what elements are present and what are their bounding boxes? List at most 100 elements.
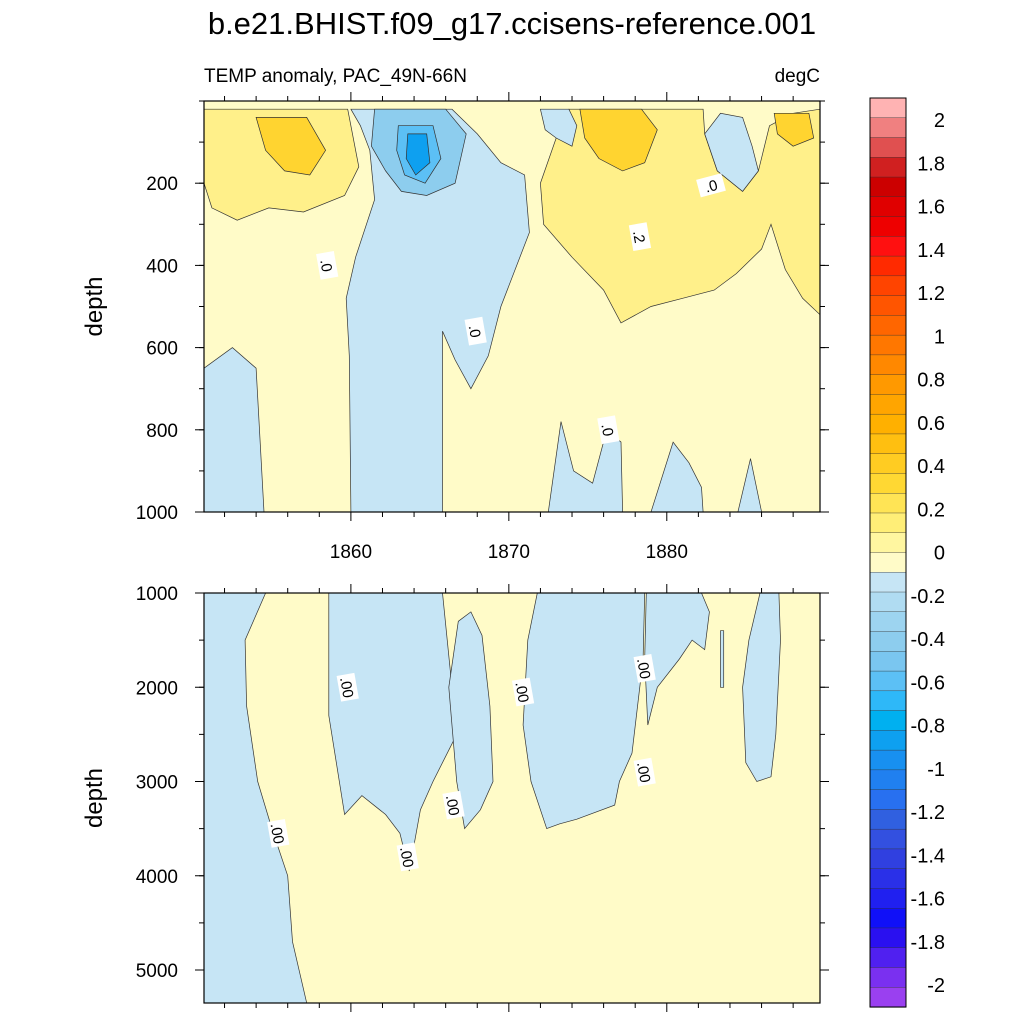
colorbar-swatch: [869, 394, 907, 415]
colorbar-label: 0: [934, 543, 945, 565]
colorbar-swatch: [869, 730, 907, 751]
y-tick-label: 200: [146, 174, 178, 195]
contour-cold-central: [345, 108, 530, 512]
colorbar-swatch: [869, 789, 907, 810]
contour-label-bg: [464, 316, 487, 346]
contour-label-bg: [267, 818, 290, 848]
colorbar-swatch: [869, 473, 907, 494]
colorbar-label: -2: [927, 975, 945, 997]
colorbar-swatch: [869, 690, 907, 712]
x-tick-label: 1860: [330, 542, 372, 563]
y-tick-label: 600: [146, 339, 178, 360]
colorbar-swatch: [869, 315, 907, 336]
contour-cold-surface-east: [539, 108, 578, 147]
contour-label-bg: [633, 654, 656, 683]
y-tick-label: 3000: [136, 773, 178, 794]
colorbar-swatch: [869, 710, 907, 731]
colorbar-swatch: [869, 908, 907, 929]
colorbar-swatch: [869, 749, 907, 771]
colorbar-swatch: [869, 947, 907, 969]
contour-label-text: .00: [267, 822, 287, 845]
colorbar-label: -0.2: [911, 586, 945, 608]
colorbar-swatch: [869, 374, 907, 396]
contour-label: .00: [442, 790, 465, 820]
contour-label-bg: [633, 757, 656, 787]
contour-label: .00: [267, 818, 290, 848]
y-tick-label: 5000: [136, 961, 178, 982]
colorbar-swatch: [869, 413, 907, 435]
contour-cold-core-central-core-3: [405, 133, 431, 176]
contour-label-bg: [396, 842, 419, 872]
colorbar-swatch: [869, 552, 907, 573]
x-tick-label: 1880: [646, 542, 688, 563]
colorbar-swatch: [869, 670, 907, 692]
colorbar-swatch: [869, 354, 907, 376]
colorbar-swatch: [869, 176, 907, 198]
chart-subtitle-right: degC: [775, 66, 820, 87]
contour-label: .00: [396, 842, 419, 872]
contour-label-text: .00: [633, 657, 653, 680]
colorbar-swatch: [869, 157, 907, 178]
contour-cold-deep-east-2: [650, 441, 704, 512]
colorbar-swatch: [869, 97, 907, 119]
colorbar-swatch: [869, 196, 907, 218]
colorbar-label: -1.6: [911, 889, 945, 911]
colorbar-frame: [869, 97, 907, 1008]
colorbar-swatch: [869, 255, 907, 277]
colorbar-swatch: [869, 275, 907, 297]
colorbar-swatch: [869, 334, 907, 356]
colorbar-label: 0.6: [917, 413, 945, 435]
colorbar-swatch: [869, 493, 907, 514]
y-axis-label: depth: [81, 276, 108, 336]
y-tick-label: 400: [146, 256, 178, 277]
x-tick-label: 1870: [488, 542, 530, 563]
contour-label-bg: [336, 672, 359, 702]
contour-fill-base: [204, 593, 820, 1003]
contour-label-text: .2: [629, 229, 648, 244]
y-tick-label: 1000: [136, 503, 178, 524]
colorbar-label: 1.6: [917, 197, 945, 219]
colorbar-label: -0.4: [911, 629, 945, 651]
colorbar-swatch: [869, 216, 907, 237]
colorbar: 2 1.8 1.6 1.4 1.2 1 0.8 0.6 0.4 0.2 0 -0.2 -0.4 -0.6 -…: [869, 97, 945, 1008]
colorbar-swatch: [869, 117, 907, 139]
colorbar-label: -1.2: [911, 802, 945, 824]
contour-label: .0: [316, 251, 339, 280]
contour-warm-core-east-core: [579, 108, 658, 172]
colorbar-label: -0.8: [911, 716, 945, 738]
contour-label-text: .00: [511, 680, 531, 703]
contour-label-bg: [696, 173, 726, 198]
plot-frame-lower: [203, 592, 821, 1004]
chart-title: b.e21.BHIST.f09_g17.ccisens-reference.00…: [208, 6, 816, 41]
colorbar-label: 1: [934, 326, 945, 348]
contour-label-text: .0: [703, 177, 719, 197]
colorbar-swatch: [869, 295, 907, 316]
colorbar-swatch: [869, 967, 907, 988]
colorbar-swatch: [869, 611, 907, 633]
contour-label-text: .0: [465, 324, 484, 339]
contour-label: .00: [511, 677, 535, 707]
contour-cold-east-2: [644, 593, 710, 726]
contour-cold-central-2: [448, 611, 494, 830]
colorbar-label: 0.2: [917, 499, 945, 521]
contour-label-bg: [442, 790, 465, 820]
contour-label: .2: [628, 222, 652, 251]
contour-label: .00: [633, 654, 656, 683]
colorbar-label: -1: [927, 759, 945, 781]
y-tick-label: 800: [146, 421, 178, 442]
lower-panel: 1000 2000 3000 4000 5000 depth .00 .00 .00 .00 .00…: [81, 584, 829, 1012]
colorbar-swatch: [869, 591, 907, 613]
colorbar-swatch: [869, 987, 907, 1008]
contour-cold-east-4: [742, 593, 781, 782]
contour-label: .00: [633, 757, 656, 787]
contour-warm-core-west-core: [255, 117, 327, 176]
contour-label-bg: [597, 415, 620, 445]
colorbar-label: -1.8: [911, 932, 945, 954]
colorbar-swatch: [869, 848, 907, 870]
colorbar-label: 0.8: [917, 370, 945, 392]
colorbar-label: 2: [934, 110, 945, 132]
contour-label: .0: [597, 415, 620, 445]
contour-label: .0: [696, 173, 726, 198]
contour-label-bg: [511, 677, 535, 707]
